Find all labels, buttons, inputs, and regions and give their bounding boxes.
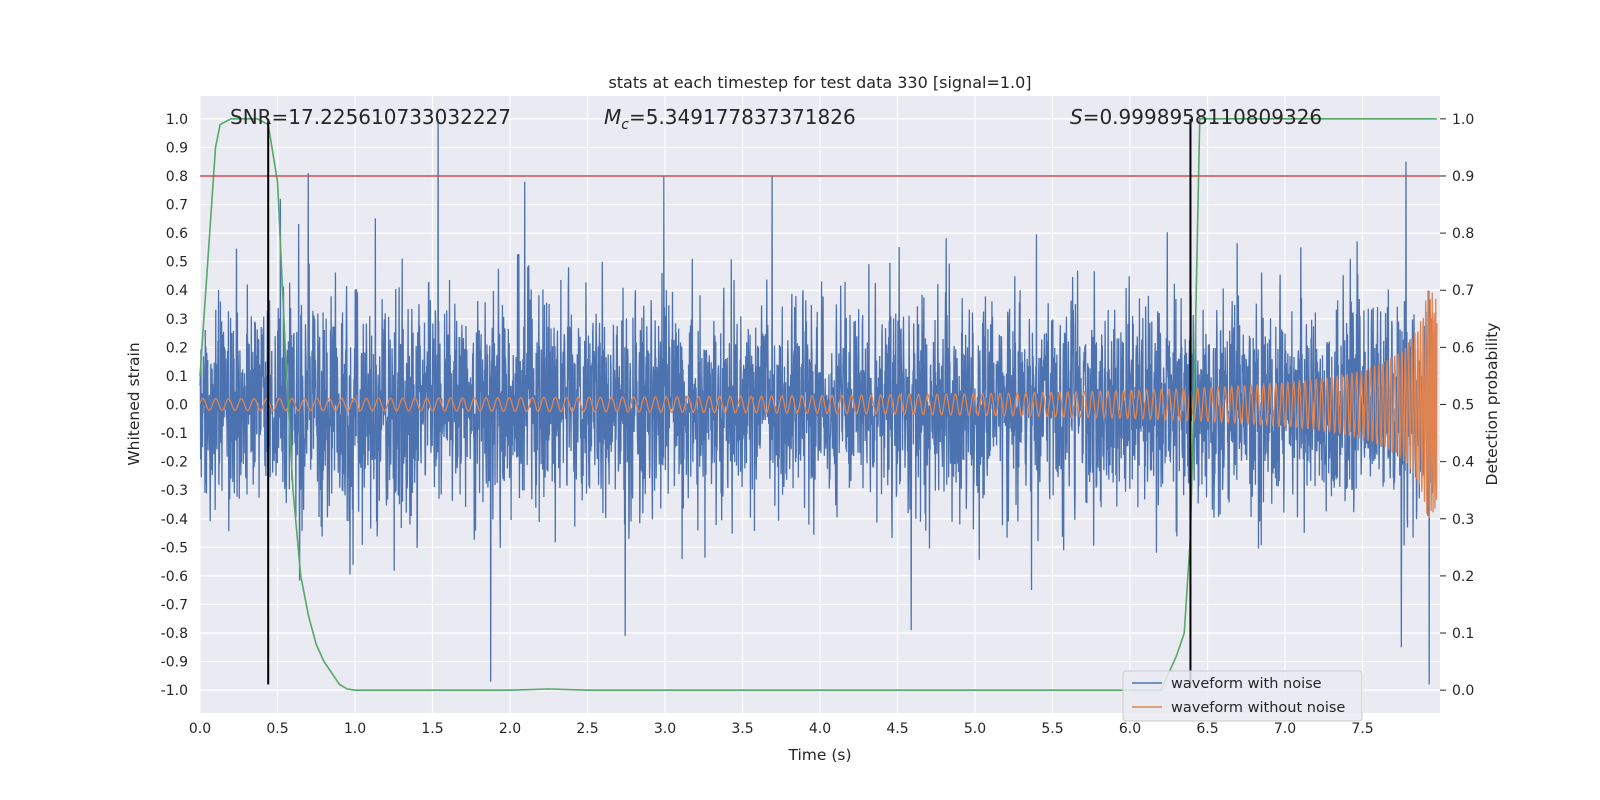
x-tick-label: 1.5 [421, 721, 443, 737]
mc-value: =5.349177837371826 [629, 105, 856, 129]
x-tick-label: 5.5 [1041, 721, 1063, 737]
s-value: =0.9998958110809326 [1083, 105, 1322, 129]
x-tick-label: 7.0 [1274, 721, 1296, 737]
s-symbol: S [1070, 105, 1083, 129]
y-tick-label: 0.6 [166, 226, 188, 242]
x-tick-label: 6.5 [1196, 721, 1218, 737]
x-tick-label: 3.0 [654, 721, 676, 737]
series-detection-probability [199, 118, 1437, 691]
y2-tick-label: 0.3 [1452, 512, 1474, 528]
series-layer [199, 118, 1438, 685]
legend-label-noise: waveform with noise [1171, 676, 1322, 692]
chart-title: stats at each timestep for test data 330… [608, 73, 1031, 92]
y-tick-label: -1.0 [161, 683, 188, 699]
x-tick-label: 4.5 [886, 721, 908, 737]
x-tick-label: 5.0 [964, 721, 986, 737]
x-tick-label: 4.0 [809, 721, 831, 737]
y2-tick-label: 1.0 [1452, 112, 1474, 128]
y2-tick-label: 0.1 [1452, 626, 1474, 642]
snr-annotation: SNR=17.225610733032227 [230, 105, 511, 129]
y-tick-label: -0.7 [161, 597, 188, 613]
y-tick-label: 0.1 [166, 369, 188, 385]
y-tick-label: 0.2 [166, 340, 188, 356]
y-tick-label: 1.0 [166, 112, 188, 128]
x-tick-label: 2.5 [576, 721, 598, 737]
y-ticks: 1.0 0.9 0.8 0.7 0.6 0.5 0.4 0.3 0.2 0.1 0.0 -0.1 -0.… [161, 112, 188, 699]
x-tick-label: 0.5 [266, 721, 288, 737]
y2-ticks: 1.0 0.9 0.8 0.7 0.6 0.5 0.4 0.3 0.2 0.1 0.0 [1440, 112, 1474, 699]
y2-tick-label: 0.5 [1452, 398, 1474, 414]
x-tick-label: 7.5 [1351, 721, 1373, 737]
y-tick-label: -0.3 [161, 483, 188, 499]
x-tick-label: 2.0 [499, 721, 521, 737]
mc-annotation: Mc=5.349177837371826 [604, 105, 856, 133]
y-tick-label: -0.5 [161, 540, 188, 556]
y-tick-label: 0.9 [166, 140, 188, 156]
y2-tick-label: 0.6 [1452, 340, 1474, 356]
overlay-lines [199, 118, 1440, 691]
y-tick-label: 0.5 [166, 255, 188, 271]
legend: waveform with noise waveform without noi… [1122, 670, 1363, 722]
y-tick-label: 0.4 [166, 283, 188, 299]
x-tick-label: 1.0 [344, 721, 366, 737]
x-tick-label: 3.5 [731, 721, 753, 737]
x-tick-label: 6.0 [1119, 721, 1141, 737]
y2-tick-label: 0.9 [1452, 169, 1474, 185]
mc-subscript: c [621, 117, 629, 133]
y-tick-label: -0.9 [161, 655, 188, 671]
y-tick-label: -0.6 [161, 569, 188, 585]
y-tick-label: -0.8 [161, 626, 188, 642]
y-tick-label: 0.3 [166, 312, 188, 328]
y-tick-label: 0.7 [166, 198, 188, 214]
y-tick-label: -0.4 [161, 512, 188, 528]
y2-tick-label: 0.4 [1452, 455, 1474, 471]
y-tick-label: 0.0 [166, 398, 188, 414]
mc-symbol: M [604, 105, 621, 129]
series-waveform-without-noise [199, 290, 1438, 519]
y-tick-label: -0.2 [161, 455, 188, 471]
y2-tick-label: 0.7 [1452, 283, 1474, 299]
x-tick-label: 0.0 [189, 721, 211, 737]
y2-axis-label: Detection probability [1483, 323, 1501, 486]
y-axis-label: Whitened strain [125, 342, 143, 465]
x-ticks: 0.0 0.5 1.0 1.5 2.0 2.5 3.0 3.5 4.0 4.5 5.0 5.5 6.0 6… [189, 721, 1374, 737]
y2-tick-label: 0.2 [1452, 569, 1474, 585]
y-tick-label: 0.8 [166, 169, 188, 185]
y2-tick-label: 0.8 [1452, 226, 1474, 242]
series-waveform-with-noise [199, 118, 1438, 685]
legend-label-clean: waveform without noise [1171, 700, 1345, 716]
s-annotation: S=0.9998958110809326 [1070, 105, 1322, 129]
legend-box [1122, 670, 1363, 722]
y-tick-label: -0.1 [161, 426, 188, 442]
y2-tick-label: 0.0 [1452, 683, 1474, 699]
x-axis-label: Time (s) [787, 746, 851, 764]
